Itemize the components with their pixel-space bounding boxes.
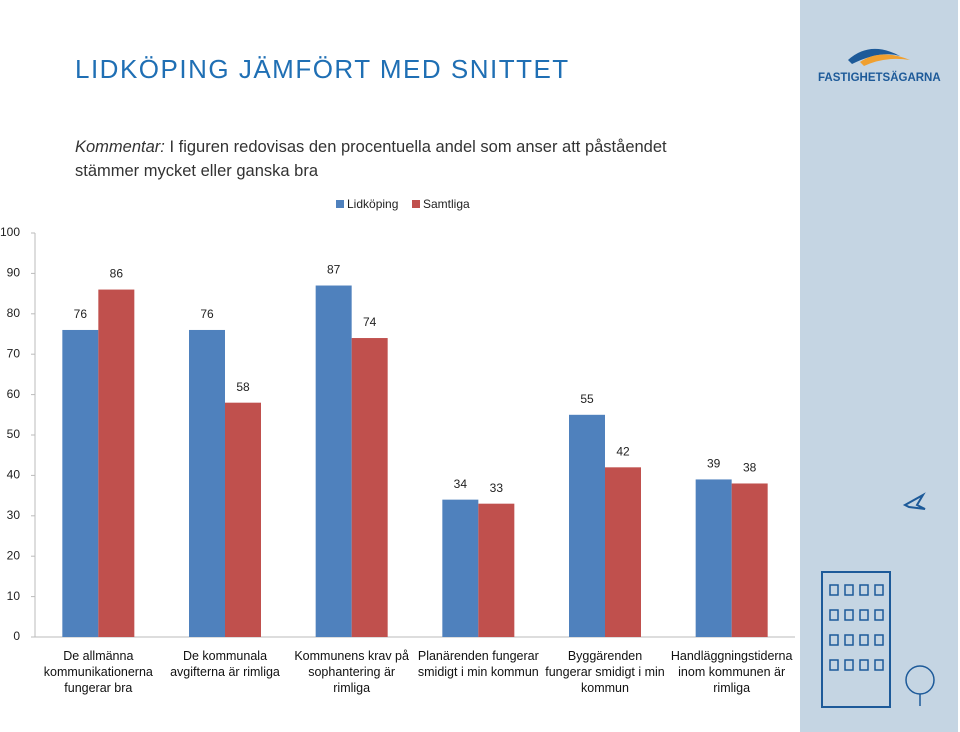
x-tick-label: Handläggningstiderna inom kommunen är ri… — [670, 649, 793, 695]
data-label: 87 — [327, 263, 341, 277]
bar — [478, 503, 515, 637]
sidebar — [800, 0, 958, 732]
legend-label: Lidköping — [347, 197, 398, 211]
data-label: 76 — [200, 307, 214, 321]
y-tick-label: 60 — [7, 387, 21, 401]
comment-label: Kommentar: — [75, 138, 165, 156]
y-tick-label: 20 — [7, 548, 21, 562]
y-tick-label: 70 — [7, 346, 21, 360]
y-tick-label: 80 — [7, 306, 21, 320]
sidebar-art — [821, 48, 935, 708]
bar — [569, 414, 605, 637]
bar — [62, 329, 99, 637]
bar — [98, 289, 135, 637]
x-tick-label: Byggärenden fungerar smidigt i min kommu… — [545, 649, 665, 695]
y-tick-label: 30 — [7, 508, 21, 522]
bar — [189, 329, 225, 637]
logo: FASTIGHETSÄGARNA — [818, 72, 941, 84]
y-tick-label: 40 — [7, 468, 21, 482]
legend-swatch — [336, 200, 344, 208]
data-label: 55 — [580, 392, 594, 406]
x-tick-label: Planärenden fungerar smidigt i min kommu… — [417, 649, 539, 679]
data-label: 42 — [616, 444, 630, 458]
bar — [442, 499, 479, 637]
y-tick-label: 0 — [13, 629, 20, 643]
y-tick-label: 50 — [7, 427, 21, 441]
data-label: 76 — [74, 307, 88, 321]
y-tick-label: 100 — [0, 225, 20, 239]
legend-swatch — [412, 200, 420, 208]
data-label: 86 — [110, 267, 124, 281]
data-label: 38 — [743, 461, 757, 475]
x-tick-label: Kommunens krav på sophantering är rimlig… — [294, 649, 409, 695]
data-label: 33 — [490, 481, 504, 495]
data-label: 34 — [454, 477, 468, 491]
y-tick-label: 10 — [7, 589, 21, 603]
y-tick-label: 90 — [7, 266, 21, 280]
bar — [695, 479, 732, 637]
comment: Kommentar: I figuren redovisas den proce… — [75, 135, 735, 183]
data-label: 58 — [236, 380, 250, 394]
legend-label: Samtliga — [423, 197, 470, 211]
data-label: 39 — [707, 457, 721, 471]
bar — [731, 483, 768, 637]
x-tick-label: De kommunala avgifterna är rimliga — [170, 649, 280, 679]
bar — [315, 285, 352, 637]
title: LIDKÖPING JÄMFÖRT MED SNITTET — [75, 54, 570, 84]
chart: 0 10 20 30 40 50 60 70 80 90 100 Lidköping Samtliga 7… — [0, 197, 795, 643]
bar — [225, 402, 261, 637]
bar — [605, 467, 641, 637]
comment-text: I figuren redovisas den procentuella and… — [75, 138, 667, 180]
bar — [351, 338, 388, 637]
data-label: 74 — [363, 315, 377, 329]
x-tick-label: De allmänna kommunikationerna fungerar b… — [43, 649, 153, 695]
